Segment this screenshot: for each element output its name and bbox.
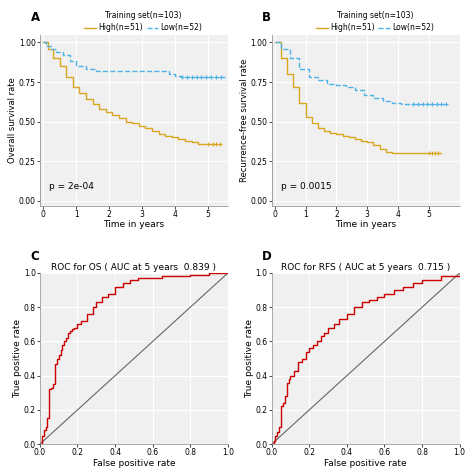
Legend: High(n=51), Low(n=52): High(n=51), Low(n=52) xyxy=(82,8,205,35)
Title: ROC for RFS ( AUC at 5 years  0.715 ): ROC for RFS ( AUC at 5 years 0.715 ) xyxy=(281,263,450,272)
Text: B: B xyxy=(262,11,271,24)
Y-axis label: True positive rate: True positive rate xyxy=(245,319,254,398)
Legend: High(n=51), Low(n=52): High(n=51), Low(n=52) xyxy=(313,8,437,35)
X-axis label: Time in years: Time in years xyxy=(335,220,396,229)
Text: A: A xyxy=(30,11,40,24)
Text: D: D xyxy=(262,250,272,263)
Y-axis label: Recurrence-free survival rate: Recurrence-free survival rate xyxy=(240,59,249,182)
X-axis label: Time in years: Time in years xyxy=(103,220,164,229)
X-axis label: False positive rate: False positive rate xyxy=(324,459,407,467)
Text: C: C xyxy=(30,250,39,263)
Text: p = 0.0015: p = 0.0015 xyxy=(281,181,332,190)
Title: ROC for OS ( AUC at 5 years  0.839 ): ROC for OS ( AUC at 5 years 0.839 ) xyxy=(51,263,217,272)
Text: p = 2e-04: p = 2e-04 xyxy=(49,181,94,190)
Y-axis label: True positive rate: True positive rate xyxy=(13,319,22,398)
X-axis label: False positive rate: False positive rate xyxy=(92,459,175,467)
Y-axis label: Overall survival rate: Overall survival rate xyxy=(9,77,18,163)
